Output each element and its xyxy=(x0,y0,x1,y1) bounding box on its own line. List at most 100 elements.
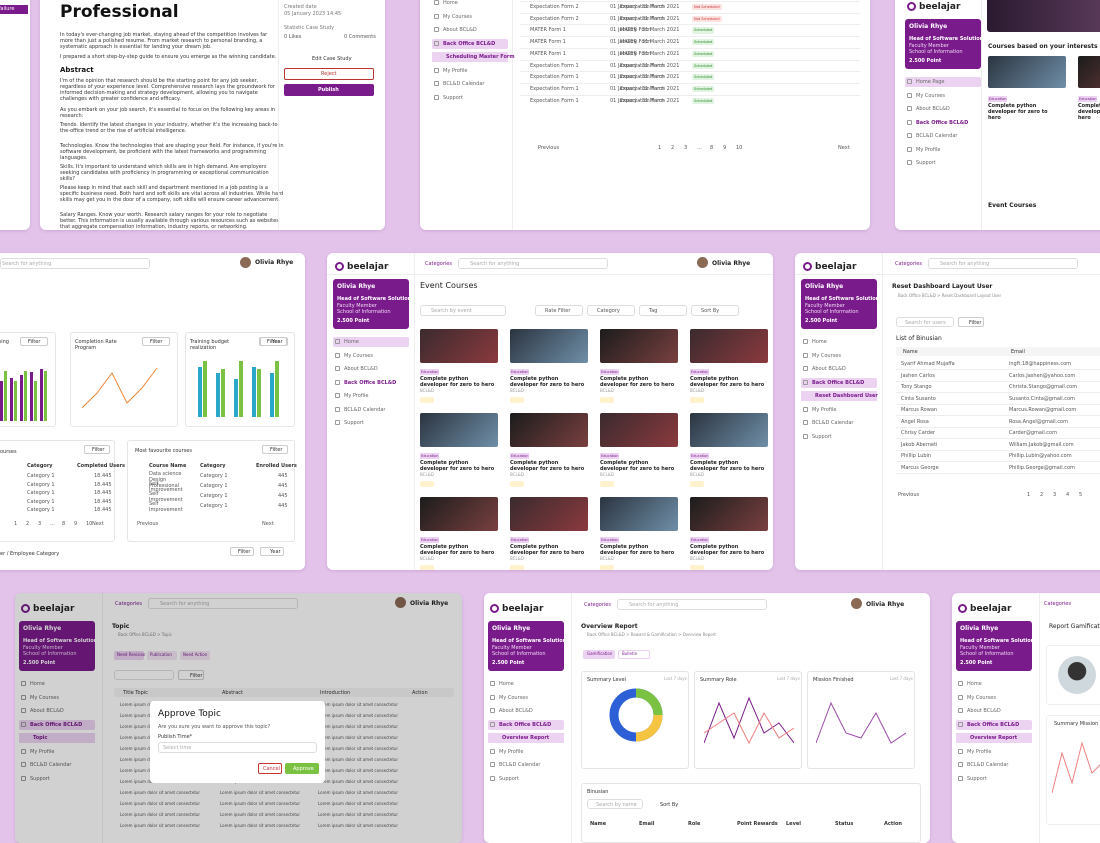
menu-item[interactable]: BCL&D Calendar xyxy=(812,420,854,426)
menu-item[interactable]: BCL&D Calendar xyxy=(344,406,386,413)
prev-button[interactable]: Previous xyxy=(898,492,920,498)
menu-item[interactable]: Home xyxy=(344,339,359,345)
menu-item[interactable]: BCL&D Calendar xyxy=(916,133,958,139)
categories-link[interactable]: Categories xyxy=(115,601,142,607)
filter-button[interactable] xyxy=(230,547,254,556)
categories-link[interactable]: Categories xyxy=(425,261,452,267)
submenu-item[interactable]: Reset Dashboard User xyxy=(815,393,878,399)
menu-item[interactable]: Support xyxy=(967,775,987,782)
filter-button[interactable] xyxy=(20,337,48,346)
menu-item[interactable]: Home Page xyxy=(916,79,945,85)
page-number[interactable]: 1 xyxy=(658,145,662,151)
menu-item[interactable]: Home xyxy=(812,339,827,345)
submenu-item[interactable]: Overview Report xyxy=(970,735,1018,741)
tab[interactable] xyxy=(618,650,650,659)
page-number[interactable]: ... xyxy=(697,145,702,151)
categories-link[interactable]: Categories xyxy=(1044,601,1071,607)
menu-item[interactable]: About BCL&D xyxy=(499,708,533,714)
menu-item[interactable]: My Courses xyxy=(916,92,945,99)
page-number[interactable]: 2 xyxy=(1040,492,1044,498)
page-number[interactable]: 1 xyxy=(14,521,18,527)
prev-button[interactable]: Previous xyxy=(538,145,560,151)
menu-item[interactable]: My Profile xyxy=(344,393,369,399)
menu-item[interactable]: Home xyxy=(967,681,982,687)
filter-select[interactable] xyxy=(691,305,739,316)
categories-link[interactable]: Categories xyxy=(895,261,922,267)
year-button[interactable] xyxy=(260,337,288,346)
page-number[interactable]: ... xyxy=(50,521,55,527)
filter-button[interactable] xyxy=(958,317,984,327)
year-button[interactable] xyxy=(260,547,284,556)
tab[interactable] xyxy=(583,650,615,659)
edit-link[interactable]: Edit Case Study xyxy=(312,56,352,62)
menu-item[interactable]: Support xyxy=(344,420,364,426)
page-number[interactable]: 4 xyxy=(1066,492,1070,498)
page-number[interactable]: 1 xyxy=(1027,492,1031,498)
sort-label[interactable]: Sort By xyxy=(660,802,679,808)
menu-item[interactable]: Back Office BCL&D xyxy=(812,379,865,386)
menu-item[interactable]: My Profile xyxy=(443,67,468,74)
filter-button[interactable] xyxy=(84,445,110,454)
menu-item[interactable]: My Profile xyxy=(812,406,837,413)
menu-item[interactable]: BCL&D Calendar xyxy=(499,762,541,768)
filter-button[interactable] xyxy=(178,670,204,680)
tab[interactable] xyxy=(180,651,210,660)
menu-item[interactable]: Back Office BCL&D xyxy=(443,40,496,47)
menu-item[interactable]: My Courses xyxy=(30,694,59,701)
prev-button[interactable]: Previous xyxy=(137,521,159,527)
reject-button[interactable] xyxy=(284,68,374,80)
menu-item[interactable]: BCL&D Calendar xyxy=(443,81,485,87)
filter-button[interactable] xyxy=(262,445,288,454)
menu-item[interactable]: About BCL&D xyxy=(30,708,64,714)
menu-item[interactable]: About BCL&D xyxy=(344,366,378,372)
cancel-button[interactable] xyxy=(258,763,282,774)
submenu-item[interactable]: Topic xyxy=(33,735,48,741)
filter-select[interactable] xyxy=(535,305,583,316)
publish-button[interactable] xyxy=(284,84,374,96)
menu-item[interactable]: Home xyxy=(499,681,514,687)
user-name[interactable]: Olivia Rhye xyxy=(410,600,449,607)
menu-item[interactable]: Support xyxy=(30,775,50,782)
select-box[interactable] xyxy=(158,742,317,753)
page-number[interactable]: 10 xyxy=(86,521,93,527)
menu-item[interactable]: My Profile xyxy=(30,748,55,755)
menu-item[interactable]: About BCL&D xyxy=(967,708,1001,714)
menu-item[interactable]: My Courses xyxy=(344,352,373,359)
menu-item[interactable]: My Courses xyxy=(443,13,472,20)
menu-item[interactable]: Back Office BCL&D xyxy=(916,119,969,126)
categories-link[interactable]: Categories xyxy=(584,602,611,608)
menu-item[interactable]: Support xyxy=(443,94,463,101)
menu-item[interactable]: Support xyxy=(812,433,832,440)
menu-item[interactable]: BCL&D Calendar xyxy=(967,762,1009,768)
menu-item[interactable]: My Profile xyxy=(916,146,941,153)
menu-item[interactable]: About BCL&D xyxy=(812,366,846,372)
menu-item[interactable]: My Courses xyxy=(967,694,996,701)
next-button[interactable]: Next xyxy=(838,145,850,151)
menu-item[interactable]: BCL&D Calendar xyxy=(30,762,72,768)
menu-item[interactable]: Back Office BCL&D xyxy=(499,721,552,728)
menu-item[interactable]: Support xyxy=(916,160,936,166)
page-number[interactable]: 8 xyxy=(710,145,714,151)
next-button[interactable]: Next xyxy=(92,521,104,527)
page-number[interactable]: 2 xyxy=(26,521,30,527)
page-number[interactable]: 9 xyxy=(723,145,727,151)
user-name[interactable]: Olivia Rhye xyxy=(712,260,751,267)
page-number[interactable]: 3 xyxy=(38,521,42,527)
page-number[interactable]: 9 xyxy=(74,521,78,527)
menu-item[interactable]: Back Office BCL&D xyxy=(344,379,397,386)
menu-item[interactable]: About BCL&D xyxy=(443,27,477,33)
page-number[interactable]: 2 xyxy=(671,145,675,151)
menu-item[interactable]: Home xyxy=(30,681,45,687)
page-number[interactable]: 3 xyxy=(684,145,688,151)
filter-select[interactable] xyxy=(639,305,687,316)
menu-item[interactable]: My Courses xyxy=(499,694,528,701)
filter-button[interactable] xyxy=(142,337,170,346)
menu-item[interactable]: Back Office BCL&D xyxy=(30,721,83,728)
filter-select[interactable] xyxy=(587,305,635,316)
page-number[interactable]: 8 xyxy=(62,521,66,527)
user-name[interactable]: Olivia Rhye xyxy=(255,259,294,266)
menu-item[interactable]: My Courses xyxy=(812,352,841,359)
submenu-item[interactable]: Scheduling Master Form xyxy=(446,54,515,60)
user-name[interactable]: Olivia Rhye xyxy=(866,601,905,608)
tab[interactable] xyxy=(114,651,144,660)
